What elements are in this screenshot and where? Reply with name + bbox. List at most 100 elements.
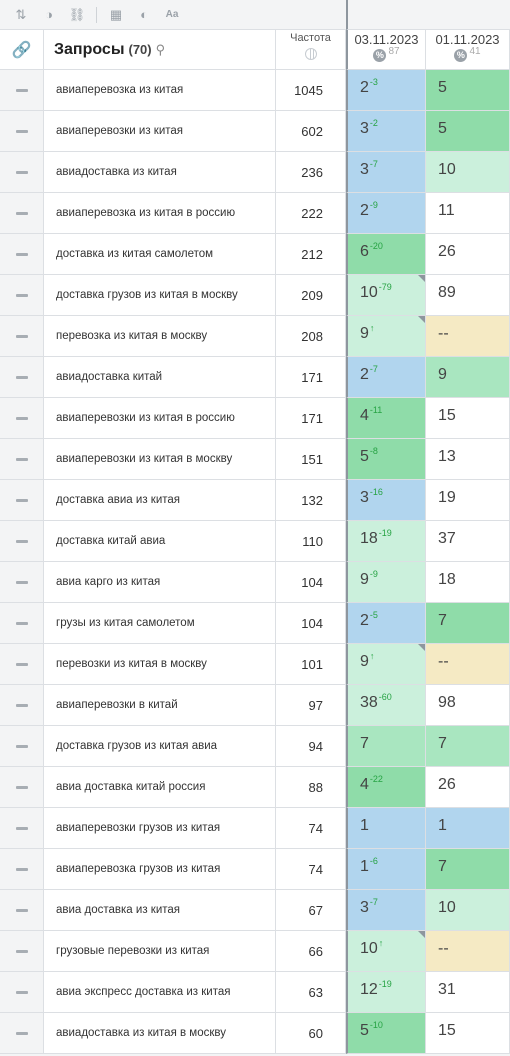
row-dash-cell[interactable] [0,521,44,562]
position-date-2[interactable]: 19 [426,480,510,521]
row-dash-cell[interactable] [0,767,44,808]
row-dash-cell[interactable] [0,972,44,1013]
row-dash-cell[interactable] [0,439,44,480]
table-row[interactable]: авиа доставка китай россия 88 4-22 26 [0,767,510,808]
position-date-1[interactable]: 2-9 [346,193,426,234]
query-text[interactable]: авиаперевозка из китая [44,70,276,111]
query-text[interactable]: авиа доставка из китая [44,890,276,931]
minus-icon[interactable] [15,949,28,953]
position-date-2[interactable]: 7 [426,849,510,890]
minus-icon[interactable] [15,129,28,133]
query-text[interactable]: авиа карго из китая [44,562,276,603]
row-dash-cell[interactable] [0,644,44,685]
position-date-1[interactable]: 38-60 [346,685,426,726]
table-row[interactable]: авиа экспресс доставка из китая 63 12-19 31 [0,972,510,1013]
row-dash-cell[interactable] [0,480,44,521]
query-text[interactable]: доставка авиа из китая [44,480,276,521]
minus-icon[interactable] [15,990,28,994]
row-dash-cell[interactable] [0,152,44,193]
row-dash-cell[interactable] [0,931,44,972]
query-text[interactable]: грузовые перевозки из китая [44,931,276,972]
row-dash-cell[interactable] [0,726,44,767]
position-date-1[interactable]: 5-8 [346,439,426,480]
minus-icon[interactable] [15,375,28,379]
minus-icon[interactable] [15,867,28,871]
query-text[interactable]: авиаперевозки из китая в москву [44,439,276,480]
minus-icon[interactable] [15,621,28,625]
table-row[interactable]: доставка авиа из китая 132 3-16 19 [0,480,510,521]
query-text[interactable]: доставка из китая самолетом [44,234,276,275]
minus-icon[interactable] [15,539,28,543]
table-row[interactable]: авиадоставка из китая 236 3-7 10 [0,152,510,193]
position-date-1[interactable]: 10-79 [346,275,426,316]
query-text[interactable]: авиаперевозка из китая в россию [44,193,276,234]
position-date-1[interactable]: 2-3 [346,70,426,111]
position-date-2[interactable]: 98 [426,685,510,726]
table-row[interactable]: авиа карго из китая 104 9-9 18 [0,562,510,603]
query-text[interactable]: авиадоставка китай [44,357,276,398]
query-text[interactable]: авиаперевозки в китай [44,685,276,726]
table-row[interactable]: авиаперевозка из китая в россию 222 2-9 11 [0,193,510,234]
table-icon[interactable]: ▦ [109,6,123,22]
position-date-1[interactable]: 7 [346,726,426,767]
position-date-2[interactable]: 5 [426,70,510,111]
query-text[interactable]: доставка китай авиа [44,521,276,562]
table-row[interactable]: перевозка из китая в москву 208 9↑ -- [0,316,510,357]
position-date-2[interactable]: 26 [426,767,510,808]
position-date-2[interactable]: 89 [426,275,510,316]
table-row[interactable]: перевозки из китая в москву 101 9↑ -- [0,644,510,685]
row-dash-cell[interactable] [0,234,44,275]
minus-icon[interactable] [15,170,28,174]
position-date-2[interactable]: 10 [426,152,510,193]
position-date-2[interactable]: 5 [426,111,510,152]
query-text[interactable]: авиаперевозки из китая в россию [44,398,276,439]
row-dash-cell[interactable] [0,193,44,234]
table-row[interactable]: доставка из китая самолетом 212 6-20 26 [0,234,510,275]
position-date-1[interactable]: 3-16 [346,480,426,521]
link-icon[interactable]: 🔗 [11,41,32,59]
position-date-2[interactable]: 31 [426,972,510,1013]
row-dash-cell[interactable] [0,111,44,152]
position-date-2[interactable]: 1 [426,808,510,849]
row-dash-cell[interactable] [0,357,44,398]
query-text[interactable]: перевозка из китая в москву [44,316,276,357]
position-date-1[interactable]: 3-2 [346,111,426,152]
toggle-icon[interactable]: ◑ [45,7,53,22]
row-dash-cell[interactable] [0,316,44,357]
position-date-1[interactable]: 10↑ [346,931,426,972]
query-text[interactable]: авиа доставка китай россия [44,767,276,808]
position-date-1[interactable]: 18-19 [346,521,426,562]
position-date-1[interactable]: 4-11 [346,398,426,439]
table-row[interactable]: авиадоставка из китая в москву 60 5-10 15 [0,1013,510,1054]
table-row[interactable]: грузовые перевозки из китая 66 10↑ -- [0,931,510,972]
table-row[interactable]: авиаперевозки в китай 97 38-60 98 [0,685,510,726]
position-date-2[interactable]: 7 [426,726,510,767]
row-dash-cell[interactable] [0,808,44,849]
table-row[interactable]: доставка грузов из китая в москву 209 10-7… [0,275,510,316]
table-row[interactable]: авиадоставка китай 171 2-7 9 [0,357,510,398]
position-date-1[interactable]: 2-7 [346,357,426,398]
table-row[interactable]: авиаперевозки из китая в москву 151 5-8 13 [0,439,510,480]
position-date-2[interactable]: 18 [426,562,510,603]
table-row[interactable]: авиаперевозка грузов из китая 74 1-6 7 [0,849,510,890]
position-date-2[interactable]: 10 [426,890,510,931]
minus-icon[interactable] [15,744,28,748]
table-row[interactable]: доставка грузов из китая авиа 94 7 7 [0,726,510,767]
query-text[interactable]: доставка грузов из китая авиа [44,726,276,767]
row-dash-cell[interactable] [0,890,44,931]
position-date-1[interactable]: 9↑ [346,316,426,357]
header-frequency[interactable]: Частота [276,30,346,70]
query-text[interactable]: авиа экспресс доставка из китая [44,972,276,1013]
position-date-2[interactable]: 9 [426,357,510,398]
table-row[interactable]: доставка китай авиа 110 18-19 37 [0,521,510,562]
header-link-cell[interactable]: 🔗 [0,30,44,70]
minus-icon[interactable] [15,785,28,789]
minus-icon[interactable] [15,88,28,92]
position-date-1[interactable]: 9↑ [346,644,426,685]
position-date-2[interactable]: 37 [426,521,510,562]
header-date-1[interactable]: 03.11.2023 % 87 [346,30,426,70]
header-queries[interactable]: Запросы (70) ⚲ [44,30,276,70]
query-text[interactable]: авиаперевозки грузов из китая [44,808,276,849]
position-date-2[interactable]: 11 [426,193,510,234]
search-icon[interactable]: ⚲ [155,41,166,57]
